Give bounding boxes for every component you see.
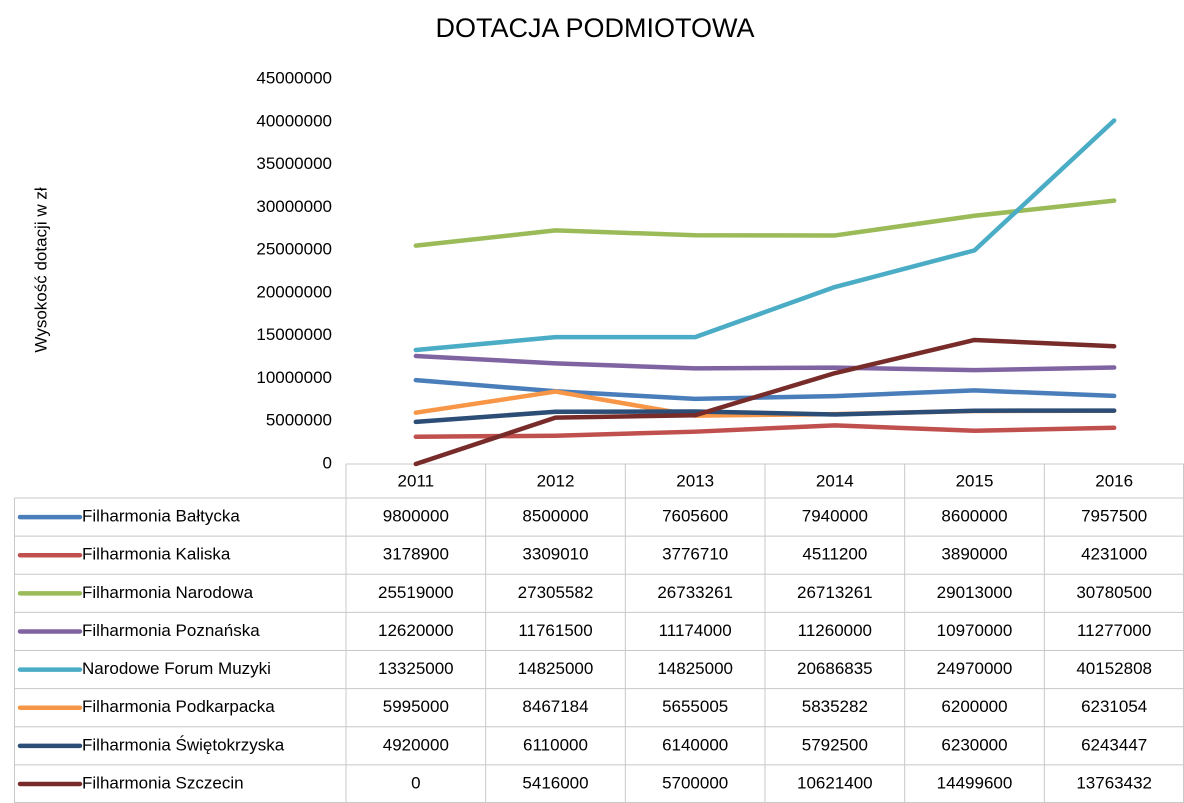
table-value: 26713261 (797, 583, 873, 602)
table-value: 29013000 (937, 583, 1013, 602)
table-value: 3890000 (941, 545, 1007, 564)
table-value: 14499600 (937, 773, 1013, 792)
table-value: 9800000 (383, 507, 449, 526)
table-value: 26733261 (657, 583, 733, 602)
table-value: 5995000 (383, 697, 449, 716)
table-value: 5835282 (802, 697, 868, 716)
table-value: 13325000 (378, 659, 454, 678)
table-value: 7940000 (802, 507, 868, 526)
table-value: 3776710 (662, 545, 728, 564)
series-line (413, 353, 1117, 373)
table-value: 4920000 (383, 735, 449, 754)
series-line (413, 423, 1117, 440)
legend-label: Filharmonia Kaliska (82, 545, 231, 564)
table-value: 8600000 (941, 507, 1007, 526)
table-value: 20686835 (797, 659, 873, 678)
table-value: 5416000 (522, 773, 588, 792)
series-line (413, 118, 1117, 353)
table-value: 11174000 (659, 621, 732, 640)
table-value: 5700000 (662, 773, 728, 792)
table-value: 6230000 (941, 735, 1007, 754)
table-value: 14825000 (657, 659, 733, 678)
table-value: 11277000 (1077, 621, 1151, 640)
legend-label: Filharmonia Bałtycka (82, 507, 240, 526)
y-tick-label: 15000000 (256, 325, 332, 344)
table-value: 6110000 (523, 735, 588, 754)
y-tick-label: 45000000 (256, 68, 332, 87)
table-value: 6140000 (662, 735, 728, 754)
legend-label: Filharmonia Poznańska (82, 621, 260, 640)
x-tick-label: 2013 (676, 471, 714, 490)
table-value: 11761500 (518, 621, 592, 640)
series-line (413, 337, 1117, 467)
series-line (413, 377, 1117, 402)
y-tick-label: 10000000 (256, 368, 332, 387)
table-value: 4231000 (1081, 545, 1147, 564)
table-value: 25519000 (378, 583, 454, 602)
table-value: 10621400 (797, 773, 873, 792)
y-tick-label: 0 (323, 453, 332, 472)
legend-label: Filharmonia Podkarpacka (82, 697, 275, 716)
table-value: 11260000 (798, 621, 872, 640)
y-tick-label: 40000000 (256, 111, 332, 130)
table-value: 30780500 (1076, 583, 1152, 602)
y-tick-label: 30000000 (256, 197, 332, 216)
table-value: 27305582 (518, 583, 594, 602)
table-value: 40152808 (1076, 659, 1152, 678)
table-value: 7605600 (662, 507, 728, 526)
table-value: 5655005 (662, 697, 728, 716)
x-tick-label: 2011 (398, 471, 435, 490)
legend-label: Narodowe Forum Muzyki (82, 659, 271, 678)
table-value: 8500000 (522, 507, 588, 526)
series-line (413, 408, 1117, 425)
x-tick-label: 2015 (956, 471, 994, 490)
table-value: 6243447 (1081, 735, 1147, 754)
legend-label: Filharmonia Szczecin (82, 773, 244, 792)
table-value: 14825000 (518, 659, 594, 678)
table-value: 4511200 (802, 545, 867, 564)
table-value: 10970000 (937, 621, 1013, 640)
y-tick-label: 35000000 (256, 154, 332, 173)
x-tick-label: 2016 (1095, 471, 1133, 490)
table-value: 12620000 (378, 621, 454, 640)
table-value: 24970000 (937, 659, 1013, 678)
y-tick-label: 5000000 (266, 411, 332, 430)
y-tick-label: 20000000 (256, 282, 332, 301)
table-value: 6200000 (941, 697, 1007, 716)
table-value: 6231054 (1081, 697, 1147, 716)
legend-label: Filharmonia Świętokrzyska (82, 735, 285, 754)
x-tick-label: 2014 (816, 471, 854, 490)
chart-title: DOTACJA PODMIOTOWA (435, 13, 754, 43)
y-tick-label: 25000000 (256, 240, 332, 259)
table-value: 13763432 (1076, 773, 1152, 792)
table-value: 3178900 (383, 545, 449, 564)
series-line (413, 198, 1117, 248)
legend-label: Filharmonia Narodowa (82, 583, 254, 602)
table-value: 0 (411, 773, 420, 792)
x-tick-label: 2012 (537, 471, 575, 490)
table-value: 8467184 (522, 697, 588, 716)
table-value: 5792500 (802, 735, 868, 754)
table-value: 3309010 (522, 545, 588, 564)
y-axis-label: Wysokość dotacji w zł (31, 187, 50, 352)
table-value: 7957500 (1081, 507, 1147, 526)
